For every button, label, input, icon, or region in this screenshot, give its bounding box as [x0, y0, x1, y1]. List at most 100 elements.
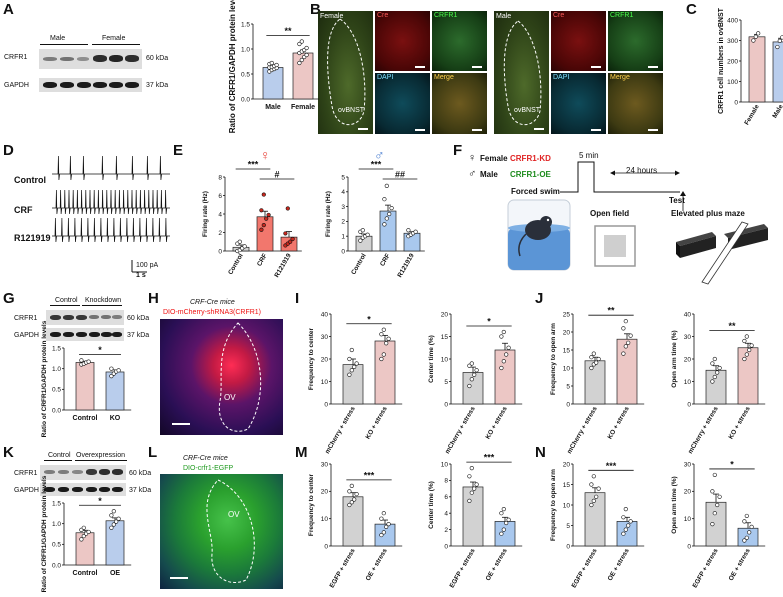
data-point: [237, 239, 242, 244]
region-label: OV: [224, 393, 236, 402]
micrograph-male-crfr1: CRFR1: [608, 11, 663, 71]
y-tick-label: 2: [444, 527, 448, 534]
y-axis-label: Frequency to open arm: [550, 469, 557, 541]
channel-label: Cre: [377, 12, 389, 19]
x-tick-label: Control: [350, 252, 368, 276]
blot-size-label: 37 kDa: [127, 332, 150, 339]
data-point: [349, 347, 354, 353]
y-tick-label: 0: [566, 543, 570, 550]
significance-label: **: [284, 26, 292, 36]
data-point: [349, 368, 354, 373]
y-axis-label: Ratio of CRFR1/GAPDH protein levels: [228, 0, 237, 133]
chart-m-center-time: 0 2 4 6 8 10 Center time (%) EGFP + stress OE + …: [428, 453, 523, 589]
x-tick-label: OE: [110, 570, 120, 577]
blot-size-label: 37 kDa: [146, 82, 169, 89]
y-tick-label: 2: [218, 230, 222, 237]
bar: [748, 36, 766, 103]
data-point: [715, 370, 720, 375]
y-tick-label: 1.5: [241, 21, 250, 28]
scale-bar-x-label: 1 s: [136, 272, 146, 279]
trace-label: Control: [14, 175, 46, 185]
data-point: [506, 345, 511, 350]
significance-label: *: [367, 314, 371, 324]
y-tick-label: 0.5: [52, 542, 61, 549]
data-point: [261, 222, 266, 228]
x-tick-label: OE + stress: [485, 547, 509, 582]
data-point: [623, 344, 628, 349]
data-point: [259, 227, 264, 232]
data-point: [111, 509, 116, 514]
data-point: [742, 356, 747, 362]
x-tick-label: Female: [291, 104, 315, 111]
panel-letter-h: H: [148, 290, 159, 307]
schematic-male-model: CRFR1-OE: [510, 170, 551, 179]
mouse-line-label: CRF-Cre mice: [183, 455, 228, 462]
micrograph-male-overview: Male ovBNST: [494, 11, 549, 134]
data-point: [109, 525, 114, 530]
y-tick-label: 400: [727, 17, 738, 24]
bar: [494, 521, 516, 547]
bar: [342, 496, 364, 547]
y-axis-label: Frequency to center: [308, 327, 315, 390]
data-point: [354, 361, 359, 366]
chart-e-male: 0 1 2 3 4 5 Firing rate (Hz) Control CRF R121919 *…: [325, 160, 425, 279]
y-tick-label: 3: [341, 204, 345, 211]
bar: [494, 349, 516, 405]
panel-letter-e: E: [173, 142, 184, 159]
mouse-line-label: CRF-Cre mice: [190, 299, 235, 306]
data-point: [628, 333, 633, 338]
schematic-female-label: Female: [480, 154, 508, 163]
blot-row-label: GAPDH: [14, 487, 39, 494]
y-tick-label: 300: [727, 38, 738, 45]
y-axis-label: Frequency to center: [308, 473, 315, 536]
data-point: [621, 326, 626, 331]
data-point: [717, 365, 722, 371]
chart-m-frequency: 0 10 20 30 Frequency to center EGFP + stress O…: [308, 461, 403, 589]
data-point: [749, 343, 754, 348]
trace-label: CRF: [14, 205, 33, 215]
blot-size-label: 60 kDa: [127, 315, 150, 322]
data-point: [114, 519, 119, 524]
data-point: [352, 497, 357, 502]
open-field-icon: [594, 225, 636, 267]
y-tick-label: 10: [563, 502, 571, 509]
data-point: [382, 222, 387, 227]
x-tick-label: mCherry + stress: [566, 405, 599, 455]
data-point: [116, 516, 121, 521]
data-point: [304, 45, 309, 51]
data-point: [744, 352, 749, 357]
data-point: [474, 482, 479, 487]
blot-group-line: [44, 460, 72, 461]
data-point: [386, 336, 391, 341]
data-point: [109, 366, 114, 371]
y-tick-label: 15: [441, 334, 449, 341]
bar: [105, 371, 125, 411]
data-point: [467, 498, 472, 504]
y-tick-label: 10: [441, 356, 449, 363]
x-tick-label: mCherry + stress: [324, 405, 357, 455]
y-tick-label: 20: [684, 489, 692, 496]
y-tick-label: 10: [441, 461, 449, 468]
data-point: [744, 535, 749, 540]
forced-swim-icon: [507, 199, 571, 271]
data-point: [387, 211, 392, 217]
data-point: [742, 538, 747, 543]
micrograph-h: OV: [160, 319, 283, 435]
significance-label: #: [274, 170, 279, 180]
y-tick-label: 4: [218, 211, 222, 218]
data-point: [499, 511, 504, 516]
data-point: [589, 502, 594, 508]
data-point: [742, 519, 747, 524]
blot-group-line: [82, 305, 122, 306]
blot-row-label: CRFR1: [14, 315, 38, 322]
data-point: [710, 379, 715, 384]
x-tick-label: CRF: [379, 252, 392, 267]
y-tick-label: 0.0: [52, 562, 61, 569]
data-point: [469, 361, 474, 366]
micrograph-sex-label: Female: [320, 13, 344, 20]
male-symbol-icon: ♂: [468, 168, 477, 180]
virus-label: DIO-mCherry-shRNA3(CRFR1): [163, 309, 262, 316]
data-point: [116, 368, 121, 373]
data-point: [469, 377, 474, 382]
